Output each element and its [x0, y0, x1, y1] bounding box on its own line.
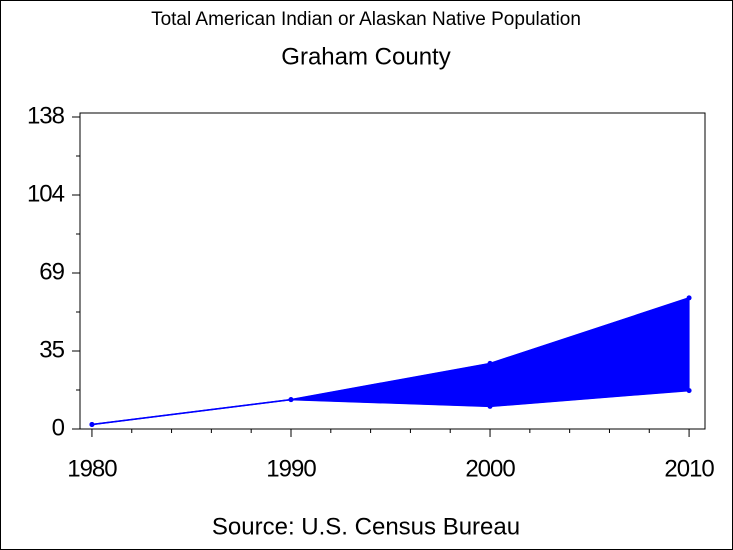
- point: [288, 397, 294, 403]
- y-tick-label: 69: [39, 258, 64, 285]
- y-tick-label: 35: [39, 336, 64, 363]
- point: [487, 360, 493, 366]
- y-tick-label: 104: [27, 180, 65, 207]
- point: [686, 388, 692, 394]
- chart-title: Total American Indian or Alaskan Native …: [151, 9, 581, 30]
- point: [89, 421, 95, 427]
- x-tick-label: 2010: [664, 455, 714, 482]
- chart-subtitle: Graham County: [281, 43, 450, 70]
- series-line: [91, 297, 690, 426]
- x-tick-label: 2000: [465, 455, 515, 482]
- source-note: Source: U.S. Census Bureau: [212, 513, 520, 540]
- x-tick-label: 1990: [266, 455, 316, 482]
- point: [487, 403, 493, 409]
- x-tick-label: 1980: [67, 455, 117, 482]
- y-tick-label: 0: [52, 414, 65, 441]
- plot-frame: [79, 112, 706, 430]
- point: [686, 295, 692, 301]
- y-tick-label: 138: [27, 102, 65, 129]
